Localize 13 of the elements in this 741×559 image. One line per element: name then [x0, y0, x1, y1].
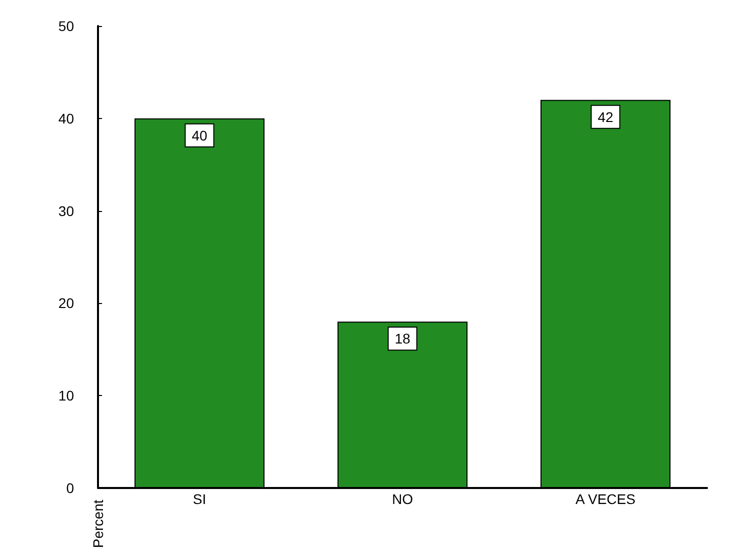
x-tick-label: SI [192, 491, 206, 507]
y-tick-label: 0 [66, 480, 74, 496]
y-tick-label: 50 [58, 18, 74, 34]
data-label: 18 [394, 330, 410, 347]
y-tick-label: 20 [58, 295, 74, 312]
x-tick-label: NO [392, 491, 414, 507]
data-label: 42 [598, 108, 614, 125]
y-axis-title: Percent [90, 500, 106, 548]
y-tick-label: 10 [58, 388, 74, 404]
y-tick-label: 40 [58, 110, 74, 126]
x-tick-label: A VECES [576, 491, 636, 507]
y-tick-label: 30 [58, 202, 74, 219]
data-label: 40 [192, 127, 208, 144]
